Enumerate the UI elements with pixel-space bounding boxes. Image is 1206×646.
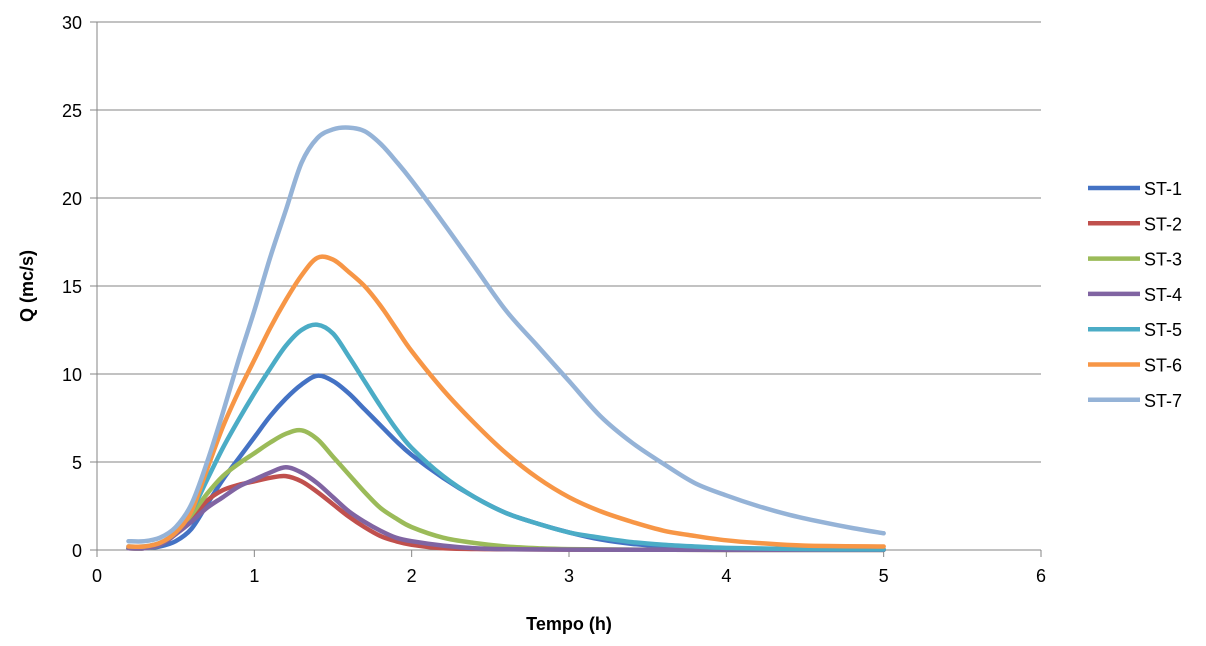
series-line-st-5 (126, 322, 886, 552)
legend-label-st-3: ST-3 (1144, 250, 1182, 270)
y-tick-label: 0 (72, 541, 82, 561)
y-tick-label: 20 (62, 189, 82, 209)
legend: ST-1 ST-2 ST-3 ST-4 ST-5 ST-6 ST-7 (1088, 179, 1182, 411)
x-tick-label: 5 (879, 566, 889, 586)
plot-series (126, 125, 886, 553)
x-tick-label: 6 (1036, 566, 1046, 586)
x-tick-label: 4 (721, 566, 731, 586)
y-tick-labels: 0 5 10 15 20 25 30 (62, 13, 82, 561)
legend-label-st-7: ST-7 (1144, 391, 1182, 411)
y-tick-label: 5 (72, 453, 82, 473)
legend-label-st-5: ST-5 (1144, 320, 1182, 340)
series-line-st-6 (126, 254, 886, 549)
y-axis-title: Q (mc/s) (17, 250, 37, 322)
series-line-st-7 (126, 125, 886, 544)
legend-label-st-4: ST-4 (1144, 285, 1182, 305)
legend-label-st-6: ST-6 (1144, 356, 1182, 376)
y-tick-label: 15 (62, 277, 82, 297)
x-tick-labels: 0 1 2 3 4 5 6 (92, 566, 1046, 586)
y-tick-label: 30 (62, 13, 82, 33)
x-tick-label: 1 (249, 566, 259, 586)
series-line-st-4 (126, 465, 886, 553)
legend-label-st-1: ST-1 (1144, 179, 1182, 199)
y-tick-label: 10 (62, 365, 82, 385)
axes (90, 22, 1042, 557)
x-axis-title: Tempo (h) (526, 614, 612, 634)
x-tick-label: 3 (564, 566, 574, 586)
legend-label-st-2: ST-2 (1144, 214, 1182, 234)
series-line-st-3 (126, 427, 886, 553)
y-tick-label: 25 (62, 101, 82, 121)
x-tick-label: 2 (407, 566, 417, 586)
x-tick-label: 0 (92, 566, 102, 586)
gridlines (90, 21, 1041, 463)
